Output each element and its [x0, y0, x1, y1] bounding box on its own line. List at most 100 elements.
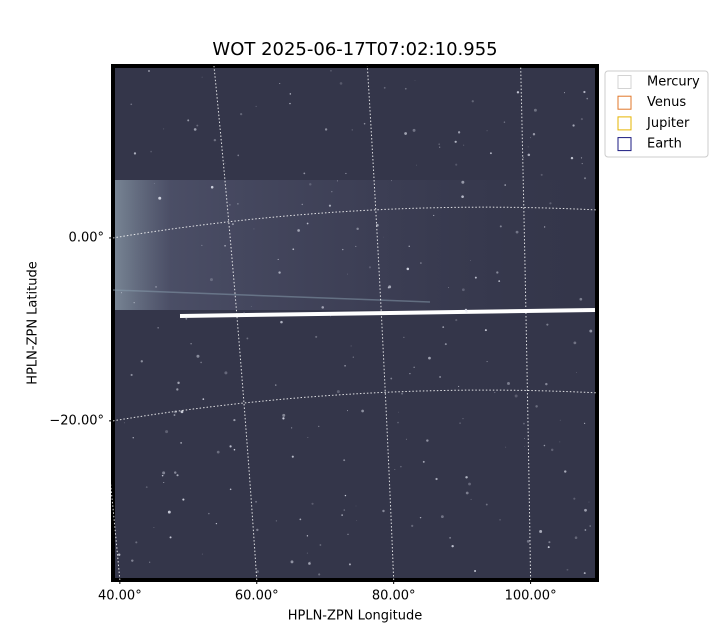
star	[498, 280, 500, 282]
legend-label: Venus	[647, 95, 686, 110]
star	[349, 563, 351, 565]
star	[442, 326, 444, 328]
star	[416, 165, 417, 166]
star	[383, 237, 384, 238]
star	[455, 319, 457, 321]
star	[523, 157, 524, 158]
star	[559, 441, 560, 442]
star	[500, 225, 502, 227]
star	[254, 228, 255, 229]
star	[455, 141, 457, 143]
star	[307, 553, 308, 554]
star	[581, 157, 582, 158]
star	[278, 271, 280, 273]
star	[468, 483, 471, 486]
star	[279, 83, 280, 84]
star	[214, 139, 216, 141]
star	[162, 475, 164, 477]
star	[576, 372, 577, 373]
star	[420, 262, 422, 264]
image	[113, 66, 597, 580]
star	[564, 92, 565, 93]
star	[472, 100, 474, 102]
star	[572, 124, 574, 126]
star	[567, 569, 569, 571]
star	[202, 554, 203, 555]
star	[282, 414, 285, 417]
star	[325, 128, 327, 130]
star	[174, 471, 176, 473]
star	[549, 202, 551, 204]
star	[168, 511, 171, 514]
star	[275, 384, 276, 385]
star	[582, 309, 583, 310]
star	[451, 545, 453, 547]
star	[343, 459, 345, 461]
star	[544, 445, 546, 447]
star	[135, 541, 137, 543]
star	[584, 509, 587, 512]
star	[583, 91, 585, 93]
star	[177, 382, 179, 384]
star	[474, 570, 476, 572]
star	[463, 145, 464, 146]
star	[581, 118, 583, 120]
star	[311, 503, 313, 505]
star	[448, 287, 449, 288]
star	[516, 231, 519, 234]
image-glow	[113, 180, 597, 310]
star	[246, 338, 248, 340]
star	[361, 410, 364, 413]
legend-label: Earth	[647, 137, 682, 152]
star	[243, 312, 245, 314]
star	[174, 414, 176, 416]
star	[433, 215, 434, 216]
star	[589, 330, 592, 333]
star	[315, 336, 317, 338]
star	[201, 245, 202, 246]
star	[337, 180, 338, 181]
star	[256, 529, 258, 531]
star	[208, 513, 209, 514]
star	[131, 559, 133, 561]
star	[292, 456, 294, 458]
star	[582, 163, 583, 164]
star	[461, 195, 464, 198]
star	[158, 327, 159, 328]
star	[344, 365, 346, 367]
star	[523, 423, 525, 425]
star	[580, 298, 583, 301]
star	[150, 151, 152, 153]
star	[297, 229, 300, 232]
y-tick-label: −20.00°	[49, 413, 104, 428]
star	[216, 523, 217, 524]
star	[251, 306, 252, 307]
star	[299, 518, 301, 520]
grid-line	[61, 66, 120, 580]
star	[505, 447, 506, 448]
star	[200, 362, 202, 364]
y-tick-label: 0.00°	[69, 230, 104, 245]
star	[180, 442, 182, 444]
star	[584, 572, 586, 574]
star	[517, 91, 519, 93]
star	[534, 109, 537, 112]
star	[185, 318, 187, 320]
legend-label: Mercury	[647, 75, 700, 90]
star	[465, 476, 467, 478]
star	[397, 422, 399, 424]
star	[211, 186, 214, 189]
star	[229, 445, 231, 447]
star	[240, 113, 242, 115]
star	[280, 321, 283, 324]
star	[134, 152, 136, 154]
star	[342, 249, 343, 250]
image-background	[113, 66, 597, 580]
star	[165, 430, 168, 433]
star	[302, 204, 303, 205]
star	[409, 373, 410, 374]
star	[163, 482, 164, 483]
star	[224, 371, 227, 374]
x-tick-label: 60.00°	[235, 589, 279, 604]
star	[196, 355, 199, 358]
